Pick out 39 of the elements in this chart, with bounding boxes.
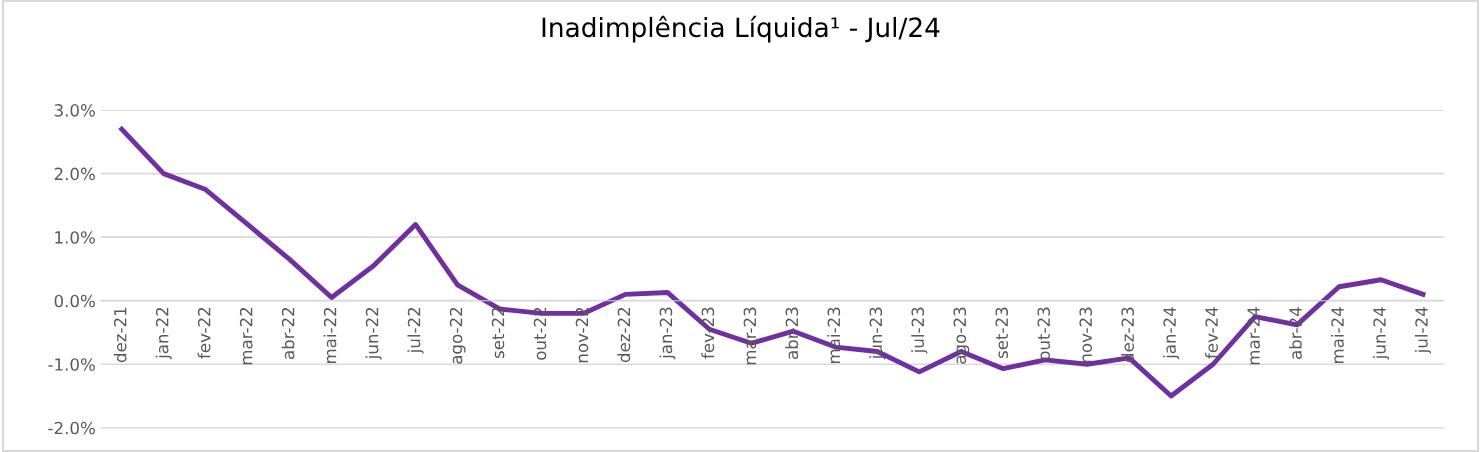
y-tick-label: -2.0% — [48, 421, 95, 435]
y-tick-label: 3.0% — [54, 104, 95, 117]
x-tick-label: jul-22 — [407, 307, 424, 354]
x-tick-label: jul-23 — [911, 307, 928, 354]
x-tick-label: jun-24 — [1372, 307, 1390, 360]
x-tick-label: abr-22 — [281, 307, 295, 360]
x-tick-label: nov-23 — [1079, 307, 1093, 363]
x-tick-label: dez-22 — [617, 307, 631, 363]
x-tick-label: fev-24 — [1205, 307, 1218, 359]
chart-title: Inadimplência Líquida¹ - Jul/24 — [542, 15, 940, 43]
x-tick-label: mai-24 — [1330, 307, 1344, 364]
x-tick-label: nov-22 — [575, 307, 589, 363]
x-tick-label: abr-24 — [1288, 307, 1302, 360]
x-tick-label: dez-21 — [113, 307, 127, 363]
x-tick-label: out-22 — [533, 307, 547, 360]
x-tick-label: mai-22 — [323, 307, 337, 364]
x-tick-label: jan-22 — [155, 307, 172, 360]
x-tick-label: jun-22 — [365, 307, 382, 360]
x-tick-label: mar-23 — [743, 307, 757, 365]
x-tick-label: set-22 — [491, 307, 505, 359]
x-tick-label: mar-22 — [239, 307, 253, 365]
x-tick-label: dez-23 — [1121, 307, 1134, 363]
x-tick-label: ago-22 — [449, 307, 466, 364]
y-tick-label: 1.0% — [55, 231, 95, 244]
x-tick-label: out-23 — [1037, 307, 1051, 360]
y-tick-label: 2.0% — [54, 167, 95, 181]
y-tick-label: -1.0% — [48, 358, 95, 371]
x-tick-label: set-23 — [995, 307, 1009, 359]
x-tick-label: fev-22 — [197, 307, 211, 359]
x-tick-label: jun-23 — [869, 307, 886, 360]
x-tick-label: jan-24 — [1163, 307, 1180, 360]
x-tick-label: jan-23 — [659, 307, 676, 360]
x-tick-label: jul-24 — [1414, 307, 1432, 354]
x-tick-label: mai-23 — [827, 307, 841, 364]
x-tick-label: abr-23 — [785, 307, 799, 360]
x-tick-label: mar-24 — [1247, 307, 1260, 365]
x-tick-label: ago-23 — [953, 307, 970, 364]
y-tick-label: 0.0% — [54, 294, 95, 308]
x-tick-label: fev-23 — [701, 307, 715, 359]
